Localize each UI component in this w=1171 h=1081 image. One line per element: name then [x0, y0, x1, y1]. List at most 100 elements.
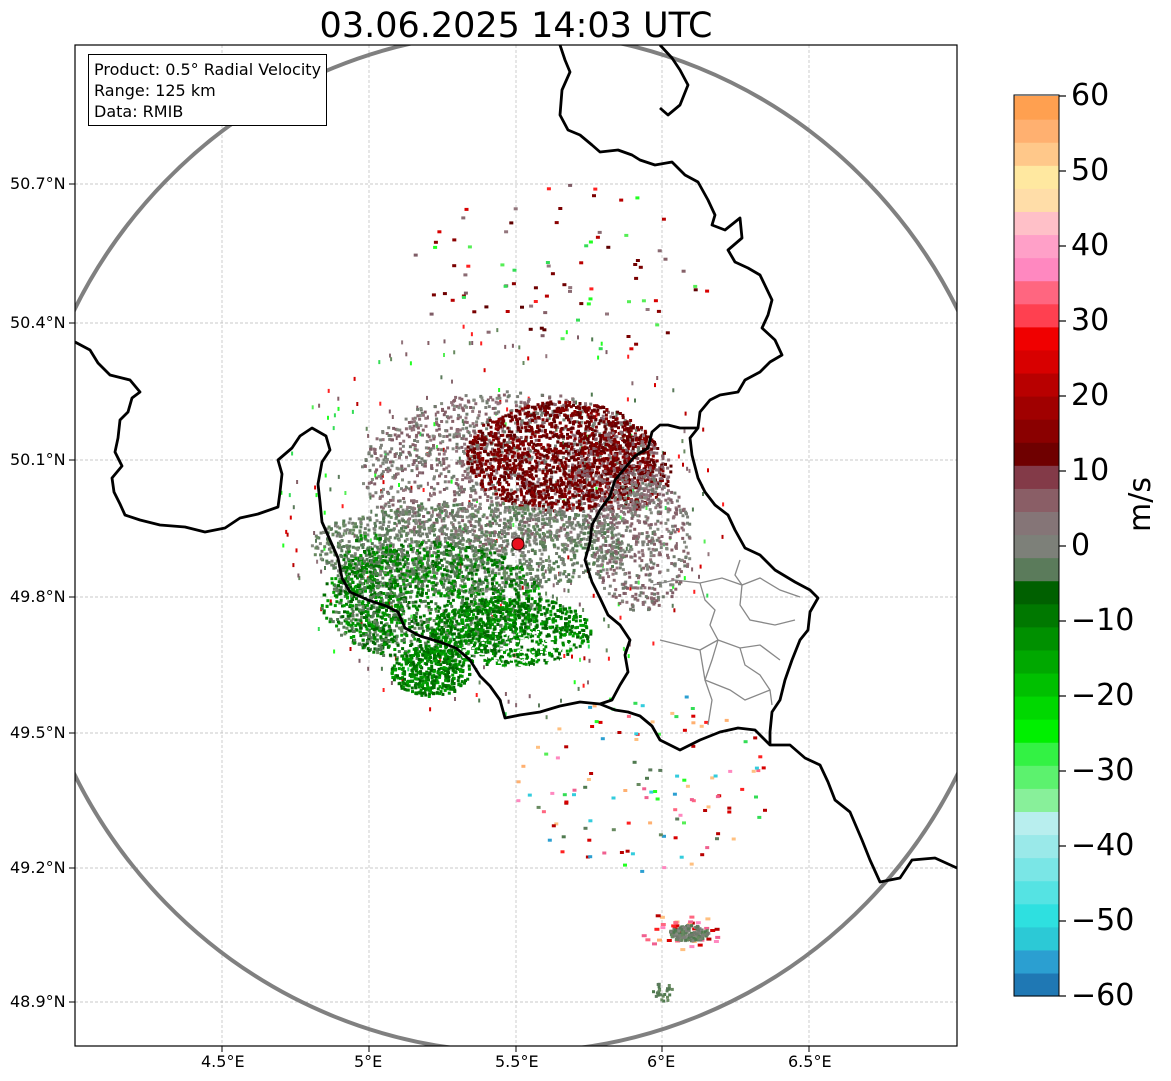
echo-pixel — [443, 480, 447, 484]
echo-pixel — [520, 528, 524, 532]
echo-pixel — [592, 437, 595, 441]
echo-pixel — [555, 434, 559, 438]
echo-pixel — [489, 430, 493, 434]
echo-pixel — [574, 471, 578, 475]
echo-pixel — [546, 405, 550, 409]
echo-pixel — [564, 547, 568, 551]
echo-pixel — [387, 434, 391, 437]
echo-pixel — [582, 486, 586, 490]
echo-pixel — [631, 424, 635, 428]
echo-pixel — [382, 688, 385, 692]
echo-pixel — [472, 425, 476, 429]
echo-pixel — [551, 517, 555, 521]
echo-pixel — [654, 383, 656, 388]
echo-pixel — [466, 460, 470, 464]
echo-pixel — [472, 439, 475, 442]
echo-pixel — [554, 424, 558, 428]
echo-pixel — [496, 451, 500, 455]
echo-pixel — [402, 497, 406, 500]
echo-pixel — [456, 428, 460, 431]
echo-pixel — [653, 446, 657, 450]
echo-pixel — [542, 548, 546, 552]
echo-pixel — [417, 514, 421, 518]
echo-pixel — [488, 482, 492, 486]
echo-pixel — [553, 492, 557, 496]
echo-pixel — [514, 408, 518, 412]
echo-pixel — [361, 515, 365, 519]
echo-pixel — [641, 440, 644, 444]
echo-pixel — [528, 461, 532, 465]
echo-pixel — [343, 555, 347, 559]
echo-pixel — [628, 421, 632, 425]
echo-pixel — [435, 558, 439, 562]
echo-pixel — [465, 515, 469, 519]
echo-pixel — [600, 464, 603, 468]
echo-pixel — [458, 456, 461, 461]
echo-pixel — [337, 541, 340, 545]
echo-pixel — [586, 483, 590, 487]
echo-pixel — [435, 420, 438, 424]
echo-pixel — [419, 534, 423, 538]
echo-pixel — [421, 413, 425, 417]
echo-pixel — [642, 436, 646, 440]
echo-pixel — [621, 490, 625, 494]
echo-pixel — [415, 448, 419, 452]
echo-pixel — [454, 481, 458, 485]
echo-pixel — [515, 494, 519, 498]
echo-pixel — [411, 548, 415, 552]
echo-pixel — [529, 578, 533, 581]
echo-pixel — [577, 575, 581, 579]
echo-pixel — [592, 506, 595, 510]
echo-pixel — [593, 502, 597, 506]
echo-pixel — [472, 569, 476, 573]
echo-pixel — [550, 425, 554, 429]
echo-pixel — [389, 515, 393, 519]
echo-pixel — [554, 460, 558, 464]
echo-pixel — [492, 511, 495, 516]
echo-pixel — [577, 453, 581, 457]
echo-pixel — [366, 516, 370, 520]
echo-pixel — [619, 509, 623, 513]
echo-pixel — [620, 432, 624, 436]
echo-pixel — [582, 532, 586, 536]
echo-pixel — [370, 454, 374, 458]
echo-pixel — [516, 444, 520, 448]
echo-pixel — [405, 508, 409, 512]
echo-pixel — [314, 485, 317, 490]
echo-pixel — [382, 480, 385, 485]
echo-pixel — [573, 450, 577, 453]
echo-pixel — [329, 599, 332, 604]
echo-pixel — [548, 559, 552, 563]
echo-pixel — [465, 539, 469, 543]
echo-pixel — [415, 454, 419, 458]
echo-pixel — [503, 454, 507, 458]
echo-pixel — [548, 447, 552, 451]
echo-pixel — [498, 544, 502, 548]
echo-pixel — [590, 509, 594, 513]
echo-pixel — [635, 436, 639, 440]
echo-pixel — [324, 566, 326, 570]
echo-pixel — [319, 553, 323, 557]
echo-pixel — [507, 483, 511, 487]
echo-pixel — [449, 575, 453, 579]
echo-pixel — [388, 437, 392, 441]
echo-pixel — [526, 533, 530, 537]
echo-pixel — [396, 472, 400, 476]
echo-pixel — [539, 490, 543, 494]
echo-pixel — [498, 524, 501, 527]
echo-pixel — [461, 519, 465, 523]
echo-pixel — [566, 464, 570, 468]
echo-pixel — [487, 432, 491, 436]
echo-pixel — [518, 527, 522, 531]
echo-pixel — [503, 539, 507, 543]
echo-pixel — [397, 513, 401, 517]
echo-pixel — [452, 503, 456, 507]
echo-pixel — [485, 472, 489, 476]
echo-pixel — [606, 482, 610, 486]
echo-pixel — [517, 511, 521, 515]
echo-pixel — [470, 462, 474, 466]
echo-pixel — [605, 408, 609, 412]
echo-pixel — [425, 532, 429, 536]
echo-pixel — [555, 425, 559, 429]
echo-pixel — [468, 341, 471, 346]
